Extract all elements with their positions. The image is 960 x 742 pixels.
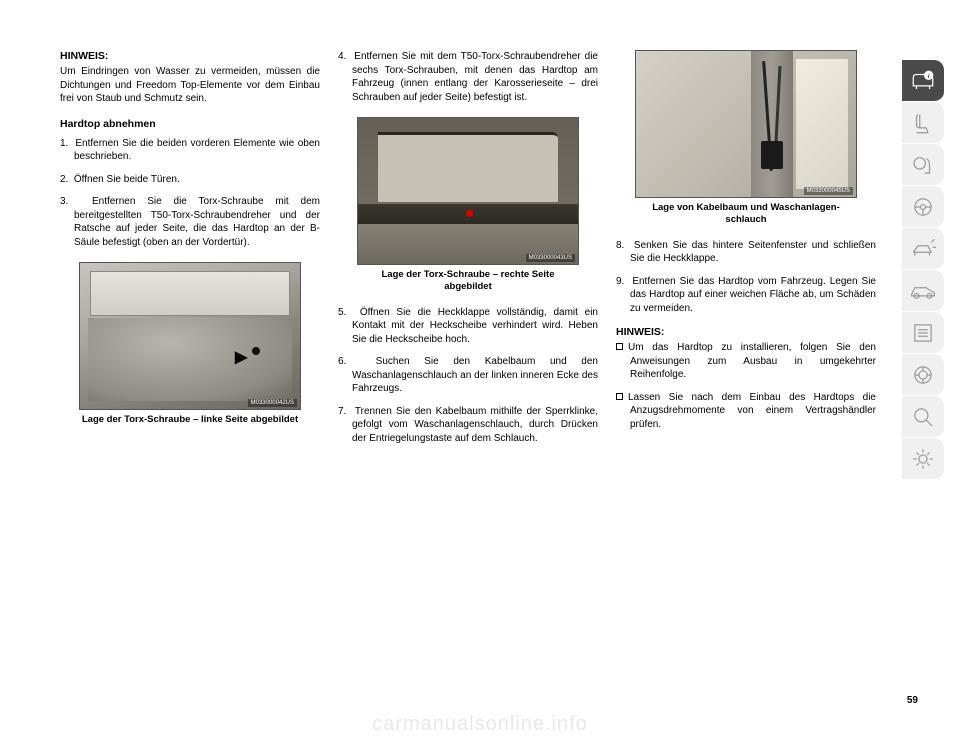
step-4: 4. Entfernen Sie mit dem T50-Torx-Schrau… bbox=[338, 50, 598, 104]
step-3-text: Entfernen Sie die Torx-Schraube mit dem … bbox=[74, 196, 320, 248]
figure-2: M033000043US Lage der Torx-Schraube – re… bbox=[357, 117, 579, 293]
figure-1-image: ▶ M033000042US bbox=[79, 262, 301, 410]
sidebar-icon-steering[interactable] bbox=[902, 186, 944, 228]
bullet-marker-icon bbox=[616, 393, 623, 400]
step-4-text: Entfernen Sie mit dem T50-Torx-Schrau­be… bbox=[352, 51, 598, 103]
step-6-text: Suchen Sie den Kabelbaum und den Waschan… bbox=[352, 356, 598, 394]
figure-2-watermark: M033000043US bbox=[526, 254, 575, 262]
bullet-1: Um das Hardtop zu installieren, folgen S… bbox=[616, 341, 876, 382]
sidebar-icon-settings[interactable] bbox=[902, 438, 944, 480]
step-2: 2. Öffnen Sie beide Türen. bbox=[60, 173, 320, 187]
car-side-icon bbox=[910, 278, 936, 304]
step-9: 9. Entfernen Sie das Hardtop vom Fahr­ze… bbox=[616, 275, 876, 316]
checklist-icon bbox=[910, 320, 936, 346]
column-2: 4. Entfernen Sie mit dem T50-Torx-Schrau… bbox=[338, 50, 598, 454]
info-icon: i bbox=[910, 68, 936, 94]
figure-3-caption: Lage von Kabelbaum und Waschanlagen­schl… bbox=[635, 202, 857, 226]
step-6: 6. Suchen Sie den Kabelbaum und den Wasc… bbox=[338, 355, 598, 396]
figure-3: M033000045US Lage von Kabelbaum und Wasc… bbox=[635, 50, 857, 226]
step-5: 5. Öffnen Sie die Heckklappe vollständig… bbox=[338, 306, 598, 347]
figure-2-image: M033000043US bbox=[357, 117, 579, 265]
sidebar-nav: i bbox=[902, 60, 944, 480]
step-3: 3. Entfernen Sie die Torx-Schraube mit d… bbox=[60, 195, 320, 249]
step-5-text: Öffnen Sie die Heckklappe vollständig, d… bbox=[352, 307, 598, 345]
footer-url: carmanualsonline.info bbox=[372, 713, 588, 736]
settings-icon bbox=[910, 446, 936, 472]
figure-3-image: M033000045US bbox=[635, 50, 857, 198]
sidebar-icon-info[interactable]: i bbox=[902, 60, 944, 102]
column-3: M033000045US Lage von Kabelbaum und Wasc… bbox=[616, 50, 876, 454]
seat-icon bbox=[910, 110, 936, 136]
step-8: 8. Senken Sie das hintere Seitenfenster … bbox=[616, 239, 876, 266]
sidebar-icon-seat[interactable] bbox=[902, 102, 944, 144]
figure-1-watermark: M033000042US bbox=[248, 399, 297, 407]
step-1-text: Entfernen Sie die beiden vorderen Elemen… bbox=[74, 138, 320, 163]
tire-icon bbox=[910, 362, 936, 388]
airbag-icon bbox=[910, 152, 936, 178]
figure-1-caption: Lage der Torx-Schraube – linke Seite abg… bbox=[79, 414, 301, 426]
sidebar-icon-collision[interactable] bbox=[902, 228, 944, 270]
figure-1: ▶ M033000042US Lage der Torx-Schraube – … bbox=[79, 262, 301, 426]
step-1: 1. Entfernen Sie die beiden vorderen Ele… bbox=[60, 137, 320, 164]
sidebar-icon-search[interactable] bbox=[902, 396, 944, 438]
sidebar-icon-airbag[interactable] bbox=[902, 144, 944, 186]
bullet-marker-icon bbox=[616, 343, 623, 350]
bullet-2-text: Lassen Sie nach dem Einbau des Hard­tops… bbox=[628, 392, 876, 430]
step-7: 7. Trennen Sie den Kabelbaum mithilfe de… bbox=[338, 405, 598, 446]
collision-icon bbox=[910, 236, 936, 262]
hinweis-label: HINWEIS: bbox=[60, 50, 320, 62]
step-8-text: Senken Sie das hintere Seitenfenster und… bbox=[630, 240, 876, 265]
step-2-text: Öffnen Sie beide Türen. bbox=[74, 174, 180, 185]
step-9-text: Entfernen Sie das Hardtop vom Fahr­zeug.… bbox=[630, 276, 876, 314]
svg-text:i: i bbox=[928, 72, 930, 79]
sidebar-icon-checklist[interactable] bbox=[902, 312, 944, 354]
sidebar-icon-carside[interactable] bbox=[902, 270, 944, 312]
subheading-hardtop: Hardtop abnehmen bbox=[60, 118, 320, 130]
figure-2-caption: Lage der Torx-Schraube – rechte Seite ab… bbox=[357, 269, 579, 293]
figure-3-watermark: M033000045US bbox=[804, 187, 853, 195]
column-1: HINWEIS: Um Eindringen von Wasser zu ver… bbox=[60, 50, 320, 454]
page-content: HINWEIS: Um Eindringen von Wasser zu ver… bbox=[0, 0, 960, 474]
steering-icon bbox=[910, 194, 936, 220]
hinweis-label-2: HINWEIS: bbox=[616, 326, 876, 338]
search-icon bbox=[910, 404, 936, 430]
page-number: 59 bbox=[907, 695, 918, 706]
bullet-1-text: Um das Hardtop zu installieren, folgen S… bbox=[628, 342, 876, 380]
bullet-2: Lassen Sie nach dem Einbau des Hard­tops… bbox=[616, 391, 876, 432]
hinweis-text: Um Eindringen von Wasser zu vermeiden, m… bbox=[60, 65, 320, 106]
step-7-text: Trennen Sie den Kabelbaum mithilfe der S… bbox=[352, 406, 598, 444]
sidebar-icon-tire[interactable] bbox=[902, 354, 944, 396]
